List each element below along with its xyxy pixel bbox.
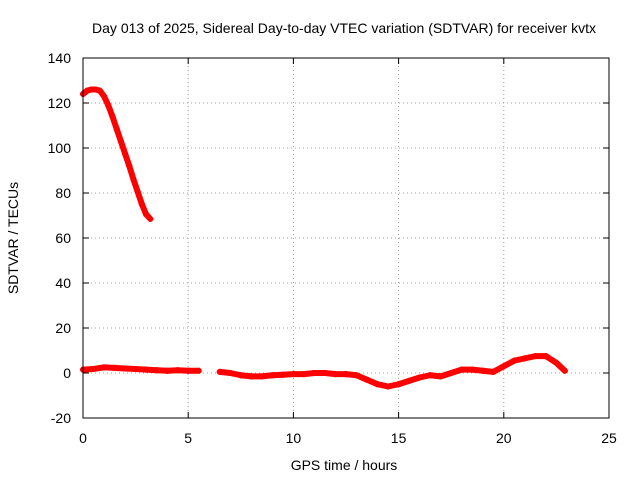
y-tick-label: 120	[48, 95, 72, 111]
data-trace	[553, 359, 568, 374]
data-point	[147, 215, 154, 222]
x-tick-label: 5	[184, 430, 192, 446]
data-point	[561, 367, 568, 374]
x-tick-label: 15	[391, 430, 407, 446]
x-tick-labels: 0 5 10 15 20 25	[79, 430, 617, 446]
x-tick-label: 25	[601, 430, 617, 446]
y-tick-label: -20	[51, 410, 71, 426]
data-points	[80, 86, 568, 390]
x-tick-label: 10	[286, 430, 302, 446]
y-tick-label: 80	[55, 185, 71, 201]
y-tick-label: 0	[63, 365, 71, 381]
x-axis-label: GPS time / hours	[291, 457, 398, 473]
y-tick-label: 20	[55, 320, 71, 336]
grid	[83, 58, 609, 418]
series-0	[80, 86, 154, 222]
y-tick-label: 60	[55, 230, 71, 246]
y-tick-label: 40	[55, 275, 71, 291]
y-tick-label: 140	[48, 50, 72, 66]
x-tick-label: 20	[496, 430, 512, 446]
y-tick-labels: -20 0 20 40 60 80 100 120 140	[48, 50, 72, 426]
y-axis-label: SDTVAR / TECUs	[5, 182, 21, 294]
chart-title: Day 013 of 2025, Sidereal Day-to-day VTE…	[92, 20, 596, 36]
plot-frame	[82, 57, 610, 419]
data-point	[195, 367, 202, 374]
y-tick-label: 100	[48, 140, 72, 156]
x-tick-label: 0	[79, 430, 87, 446]
axis-ticks	[82, 57, 610, 419]
series-1	[80, 353, 568, 390]
